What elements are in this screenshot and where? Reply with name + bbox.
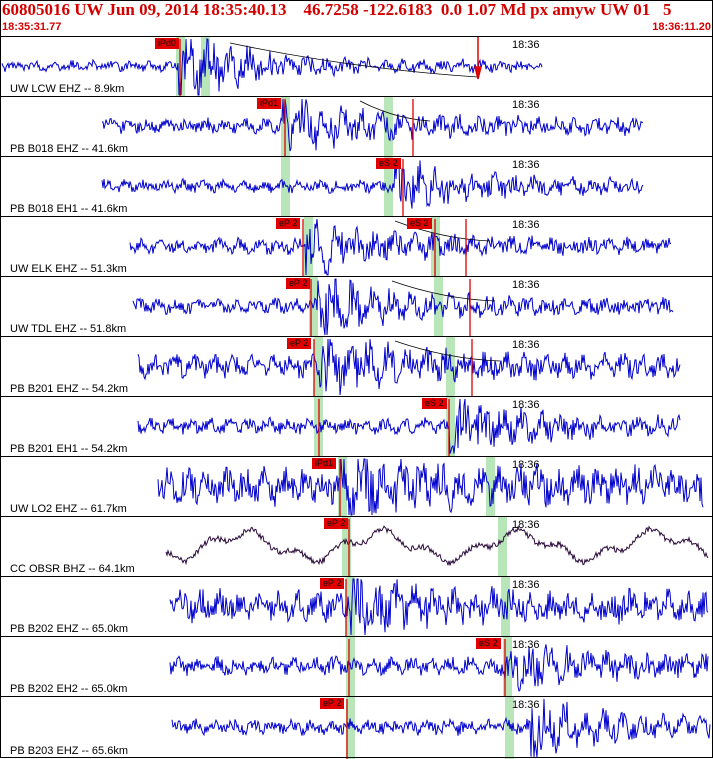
station-label: UW TDL EHZ -- 51.8km (10, 323, 127, 335)
pick-marker[interactable]: eS 2 (422, 398, 447, 409)
waveform-trace[interactable] (0, 517, 713, 577)
pick-highlight-band (314, 337, 323, 397)
pick-marker[interactable]: eS 2 (376, 158, 401, 169)
pick-highlight-band (384, 97, 393, 157)
minute-label: 18:36 (512, 219, 540, 231)
minute-label: 18:36 (512, 159, 540, 171)
trace-panel[interactable]: 18:36 eS 2 PB B018 EH1 -- 41.6km (0, 156, 713, 217)
waveform-line (137, 338, 681, 396)
waveform-line (132, 278, 674, 336)
minute-label: 18:36 (512, 459, 540, 471)
pick-highlight-band (304, 217, 313, 277)
waveform-trace[interactable] (0, 397, 713, 457)
station-label: UW LCW EHZ -- 8.9km (10, 83, 125, 95)
minute-label: 18:36 (512, 99, 540, 111)
station-label: PB B018 EH1 -- 41.6km (10, 203, 128, 215)
minute-label: 18:36 (512, 519, 540, 531)
pick-marker[interactable]: eP 2 (276, 218, 301, 229)
trace-panel[interactable]: 18:36 iPd0 UW LCW EHZ -- 8.9km (0, 36, 713, 97)
waveform-line (169, 578, 709, 636)
waveform-trace[interactable] (0, 157, 713, 217)
trace-panel[interactable]: 18:36 eS 2 PB B202 EH2 -- 65.0km (0, 636, 713, 697)
minute-label: 18:36 (512, 699, 540, 711)
pick-highlight-band (434, 277, 443, 337)
trace-panel[interactable]: 18:36 eP 2 PB B202 EHZ -- 65.0km (0, 576, 713, 637)
minute-label: 18:36 (512, 39, 540, 51)
trace-panel[interactable]: 18:36 iPd1 PB B018 EHZ -- 41.6km (0, 96, 713, 157)
pick-highlight-band (281, 157, 290, 217)
pick-highlight-band (486, 457, 495, 517)
pick-marker[interactable]: eP 2 (324, 518, 349, 529)
minute-label: 18:36 (512, 639, 540, 651)
minute-label: 18:36 (512, 279, 540, 291)
waveform-trace[interactable] (0, 457, 713, 517)
waveform-line (165, 525, 709, 566)
trace-panel[interactable]: 18:36 eS 2 PB B201 EH1 -- 54.2km (0, 396, 713, 457)
waveform-line (169, 644, 709, 692)
pick-highlight-band (342, 517, 351, 577)
waveform-line (101, 98, 644, 152)
waveform-line (171, 698, 711, 758)
station-label: PB B201 EH1 -- 54.2km (10, 443, 128, 455)
trace-panel[interactable]: 18:36 eP 2 PB B201 EHZ -- 54.2km (0, 336, 713, 397)
pick-marker[interactable]: eP 2 (320, 698, 345, 709)
trace-panel[interactable]: 18:36 iPd1 UW LO2 EHZ -- 61.7km (0, 456, 713, 517)
travel-time-curve (394, 220, 491, 242)
pick-highlight-band (498, 517, 507, 577)
pick-marker[interactable]: eS 2 (476, 638, 501, 649)
waveform-line (137, 398, 681, 454)
pick-marker[interactable]: eP 2 (320, 578, 345, 589)
pick-marker[interactable]: eS 2 (407, 218, 432, 229)
start-time: 18:35:31.77 (2, 21, 62, 33)
pick-marker[interactable]: iPd0 (155, 38, 180, 49)
waveform-trace[interactable] (0, 97, 713, 157)
waveform-trace[interactable] (0, 637, 713, 697)
seismogram-panels[interactable]: 18:36 iPd0 UW LCW EHZ -- 8.9km 18:36 iPd… (0, 36, 713, 759)
station-label: PB B202 EH2 -- 65.0km (10, 683, 128, 695)
pick-highlight-band (384, 157, 393, 217)
pick-marker[interactable]: iPd1 (312, 458, 337, 469)
minute-label: 18:36 (512, 399, 540, 411)
arrival-arrow-icon (474, 37, 482, 80)
travel-time-curve (359, 100, 431, 122)
pick-highlight-band (346, 697, 355, 759)
end-time: 18:36:11.20 (652, 21, 711, 33)
waveform-trace[interactable] (0, 277, 713, 337)
waveform-line (157, 458, 704, 516)
travel-time-curve (394, 340, 501, 362)
travel-time-curve (229, 42, 479, 78)
waveform-trace[interactable] (0, 337, 713, 397)
waveform-trace[interactable] (0, 37, 713, 97)
station-label: PB B202 EHZ -- 65.0km (10, 623, 128, 635)
station-label: UW ELK EHZ -- 51.3km (10, 263, 127, 275)
waveform-trace[interactable] (0, 697, 713, 759)
pick-marker[interactable]: iPd1 (257, 98, 282, 109)
station-label: PB B201 EHZ -- 54.2km (10, 383, 128, 395)
waveform-line (129, 218, 672, 276)
minute-label: 18:36 (512, 339, 540, 351)
waveform-trace[interactable] (0, 217, 713, 277)
travel-time-curve (391, 280, 496, 302)
event-header: 60805016 UW Jun 09, 2014 18:35:40.13 46.… (0, 0, 713, 36)
minute-label: 18:36 (512, 579, 540, 591)
waveform-line (1, 38, 543, 96)
station-label: CC OBSR BHZ -- 64.1km (10, 563, 135, 575)
pick-marker[interactable]: eP 2 (286, 278, 311, 289)
pick-highlight-band (446, 397, 455, 457)
event-title: 60805016 UW Jun 09, 2014 18:35:40.13 46.… (2, 0, 672, 19)
station-label: PB B018 EHZ -- 41.6km (10, 143, 128, 155)
station-label: PB B203 EHZ -- 65.6km (10, 745, 128, 757)
pick-highlight-band (346, 577, 355, 637)
pick-marker[interactable]: eP 2 (287, 338, 312, 349)
trace-panel[interactable]: 18:36 eP 2 CC OBSR BHZ -- 64.1km (0, 516, 713, 577)
trace-panel[interactable]: 18:36 eP 2 PB B203 EHZ -- 65.6km (0, 696, 713, 759)
waveform-line (101, 158, 644, 209)
trace-panel[interactable]: 18:36 eP 2 UW TDL EHZ -- 51.8km (0, 276, 713, 337)
station-label: UW LO2 EHZ -- 61.7km (10, 503, 127, 515)
trace-panel[interactable]: 18:36 eP 2 eS 2 UW ELK EHZ -- 51.3km (0, 216, 713, 277)
waveform-trace[interactable] (0, 577, 713, 637)
